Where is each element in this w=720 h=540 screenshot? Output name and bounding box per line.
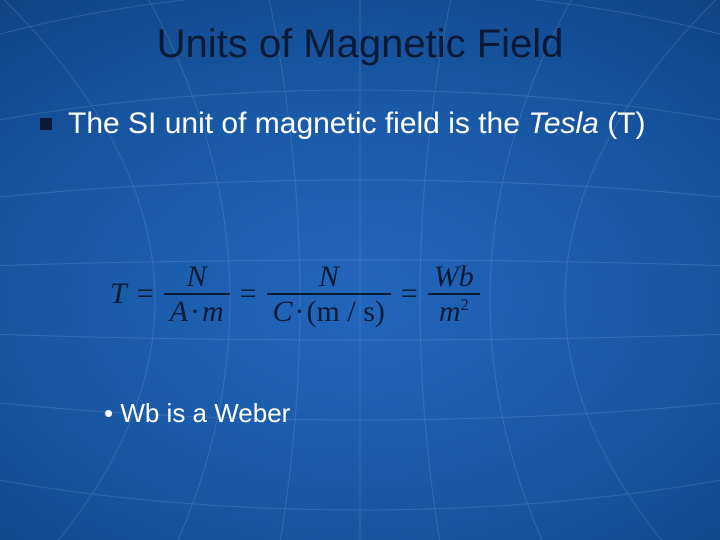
eq-lhs: T [110,277,127,311]
sub-bullet: • Wb is a Weber [104,398,290,429]
bullet-text-part1: The SI unit of magnetic field is the [68,107,528,140]
slide-title: Units of Magnetic Field [0,22,720,67]
bullet-text: The SI unit of magnetic field is the Tes… [68,104,646,143]
eq-frac2-num: N [313,260,345,293]
eq-frac3-den: m2 [433,295,475,328]
eq-frac1-num: N [181,260,213,293]
slide: Units of Magnetic Field The SI unit of m… [0,0,720,540]
eq-frac1-den: A·m [164,295,230,328]
bullet-text-italic: Tesla [528,107,599,140]
bullet-square-icon [40,118,52,130]
equation: T = N A·m = N C·(m / s) = Wb m2 [110,260,480,328]
eq-frac-1: N A·m [164,260,230,328]
eq-frac3-num: Wb [428,260,480,293]
eq-frac2-den: C·(m / s) [267,295,391,328]
main-bullet: The SI unit of magnetic field is the Tes… [40,104,690,143]
eq-frac-3: Wb m2 [428,260,480,328]
eq-equals-1: = [137,277,154,311]
bullet-text-part2: (T) [599,107,646,140]
eq-frac-2: N C·(m / s) [267,260,391,328]
eq-equals-3: = [401,277,418,311]
eq-equals-2: = [240,277,257,311]
